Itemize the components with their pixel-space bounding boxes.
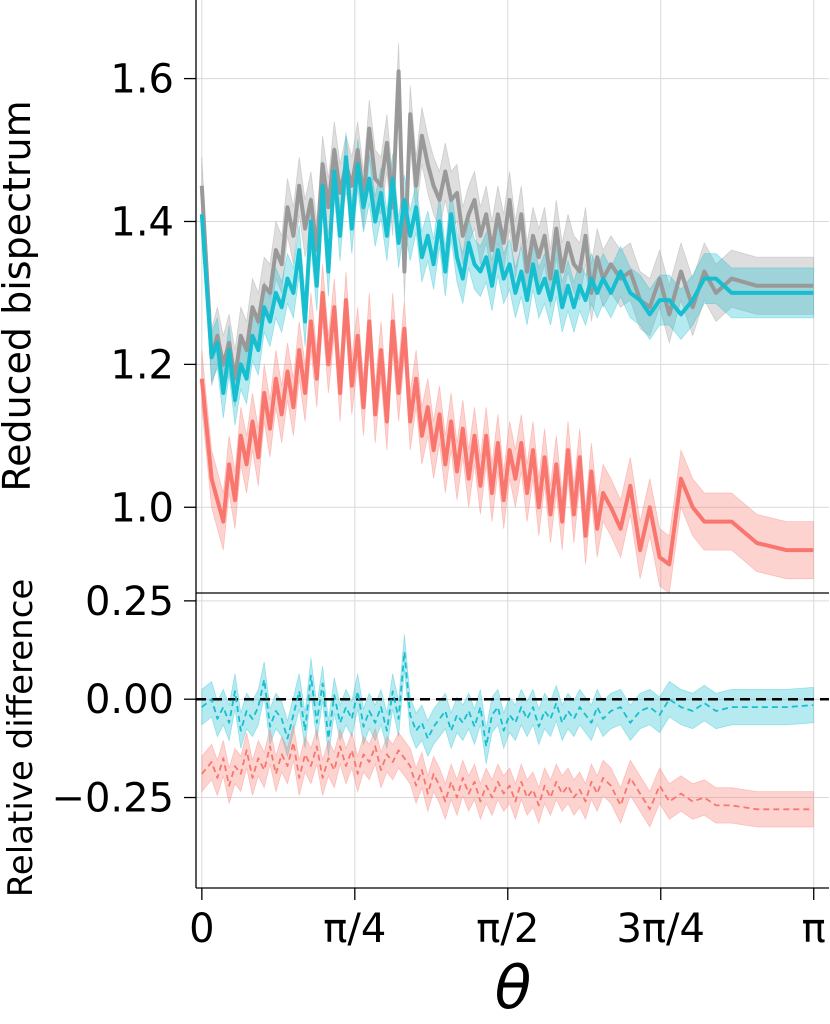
- y-tick-label-0: 0.25: [85, 579, 174, 625]
- bottom-y-ticks: 0.25 0.00 −0.25: [51, 579, 196, 822]
- y-tick-label-1: 1.2: [110, 342, 174, 388]
- line-cyan: [199, 155, 814, 403]
- bottom-lines: [201, 651, 814, 811]
- bottom-panel: 0.25 0.00 −0.25 0 π/4 π/2 3π/4 π Relative diff…: [1, 579, 829, 1023]
- x-tick-label-0: 0: [189, 906, 214, 952]
- x-tick-label-2: π/2: [476, 906, 539, 952]
- line-gray: [199, 69, 814, 381]
- top-y-axis-label: Reduced bispectrum: [0, 100, 39, 491]
- line-red: [199, 290, 814, 567]
- line-red: [201, 741, 814, 811]
- bottom-y-axis-label: Relative difference: [1, 579, 41, 898]
- y-tick-label-2: 1.4: [110, 199, 174, 245]
- y-tick-label-2: −0.25: [51, 776, 174, 822]
- x-tick-label-4: π: [802, 906, 826, 952]
- y-tick-label-0: 1.0: [110, 485, 174, 531]
- y-tick-label-3: 1.6: [110, 57, 174, 103]
- top-lines: [199, 69, 814, 567]
- line-cyan: [201, 651, 814, 748]
- bottom-grid: [196, 593, 829, 888]
- top-panel: 1.0 1.2 1.4 1.6 Reduced bispectrum: [0, 0, 829, 594]
- top-y-ticks: 1.0 1.2 1.4 1.6: [110, 57, 196, 531]
- x-tick-label-1: π/4: [323, 906, 386, 952]
- x-tick-label-3: 3π/4: [617, 906, 705, 952]
- band-red: [201, 724, 814, 828]
- y-tick-label-1: 0.00: [85, 677, 174, 723]
- bottom-x-ticks: 0 π/4 π/2 3π/4 π: [189, 888, 826, 952]
- x-axis-label: θ: [495, 953, 532, 1023]
